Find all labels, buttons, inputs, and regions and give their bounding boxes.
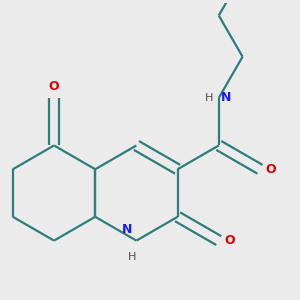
- Text: O: O: [224, 234, 235, 247]
- Text: H: H: [205, 93, 213, 103]
- Text: N: N: [221, 92, 231, 104]
- Text: N: N: [122, 223, 132, 236]
- Text: H: H: [128, 252, 136, 262]
- Text: O: O: [266, 163, 276, 176]
- Text: O: O: [49, 80, 59, 93]
